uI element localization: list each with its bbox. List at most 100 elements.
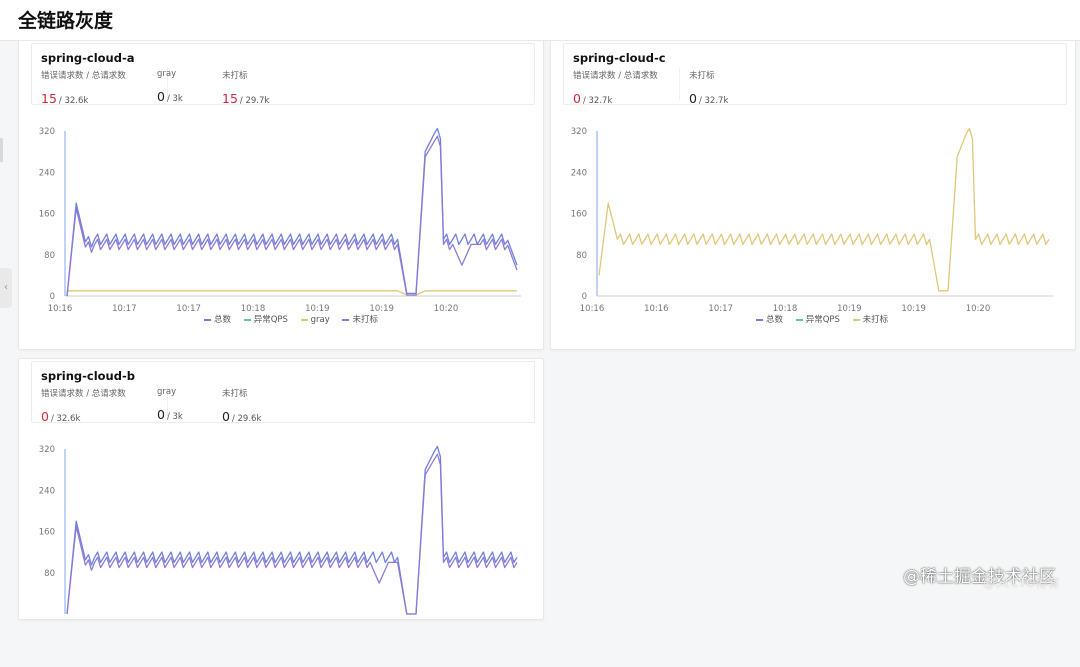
- service-card-spring-cloud-c: spring-cloud-c 错误请求数 / 总请求数 0/ 32.7k 未打标…: [550, 40, 1076, 350]
- y-tick-label: 160: [39, 528, 55, 538]
- stat-gray: gray 0/ 3k: [157, 387, 183, 423]
- legend-item-abnormal[interactable]: 异常QPS: [795, 315, 840, 325]
- stat-untagged: 未打标 15/ 29.7k: [222, 69, 269, 107]
- series-line: [66, 453, 518, 615]
- series-line: [67, 290, 517, 296]
- legend-item-total[interactable]: 总数: [204, 315, 231, 325]
- divider: [167, 386, 168, 418]
- stat-label: 未打标: [222, 71, 248, 81]
- x-tick-label: 10:20: [434, 304, 459, 314]
- stat-total: / 29.6k: [231, 414, 262, 424]
- side-marker: [0, 138, 3, 162]
- stat-value: 0: [157, 407, 165, 422]
- stat-label: 错误请求数 / 总请求数: [41, 389, 126, 399]
- service-name: spring-cloud-c: [573, 51, 666, 65]
- legend-item-untagged[interactable]: 未打标: [852, 315, 888, 325]
- stat-value: 15: [222, 91, 238, 106]
- stat-value: 15: [41, 91, 57, 106]
- stat-label: 错误请求数 / 总请求数: [41, 71, 126, 81]
- stat-total: / 32.7k: [582, 96, 613, 106]
- stat-value: 0: [222, 409, 230, 424]
- x-tick-label: 10:19: [305, 304, 330, 314]
- stat-label: 未打标: [222, 389, 248, 399]
- y-tick-label: 240: [39, 168, 55, 178]
- x-tick-label: 10:18: [773, 304, 798, 314]
- x-tick-label: 10:19: [901, 304, 926, 314]
- stat-errors: 错误请求数 / 总请求数 0/ 32.7k: [573, 69, 658, 107]
- x-tick-label: 10:19: [837, 304, 862, 314]
- series-line: [66, 445, 518, 615]
- y-tick-label: 240: [39, 486, 55, 496]
- page-title: 全链路灰度: [18, 10, 114, 32]
- stat-total: / 3k: [166, 94, 183, 104]
- service-name: spring-cloud-a: [41, 51, 135, 65]
- service-card-spring-cloud-a: spring-cloud-a 错误请求数 / 总请求数 15/ 32.6k gr…: [18, 40, 544, 350]
- y-tick-label: 80: [44, 251, 55, 261]
- traffic-chart[interactable]: 0 80 160 240 320 10:16 10:17 10:17 10:18 10:19 10:…: [19, 113, 543, 349]
- service-card-spring-cloud-b: spring-cloud-b 错误请求数 / 总请求数 0/ 32.6k gra…: [18, 358, 544, 620]
- stat-errors: 错误请求数 / 总请求数 0/ 32.6k: [41, 387, 126, 425]
- stat-untagged: 未打标 0/ 32.7k: [689, 69, 728, 107]
- watermark: @稀土掘金技术社区: [903, 567, 1056, 587]
- chart-legend: 总数 异常QPS gray 未打标: [204, 313, 388, 325]
- stat-value: 0: [573, 91, 581, 106]
- x-tick-label: 10:16: [48, 304, 73, 314]
- x-tick-label: 10:17: [708, 304, 733, 314]
- stats-panel: spring-cloud-a 错误请求数 / 总请求数 15/ 32.6k gr…: [31, 43, 535, 107]
- stat-total: / 3k: [166, 412, 183, 422]
- y-tick-label: 160: [571, 210, 587, 220]
- stat-value: 0: [689, 91, 697, 106]
- x-tick-label: 10:17: [176, 304, 201, 314]
- x-tick-label: 10:17: [112, 304, 137, 314]
- legend-item-gray[interactable]: gray: [300, 315, 330, 325]
- x-tick-label: 10:20: [966, 304, 991, 314]
- stat-value: 0: [157, 89, 165, 104]
- x-tick-label: 10:16: [580, 304, 605, 314]
- stat-label: gray: [157, 387, 177, 397]
- chevron-left-icon: ‹: [4, 282, 8, 293]
- collapse-sidebar-button[interactable]: ‹: [0, 268, 12, 308]
- watermark-secondary: @51CTO博客: [983, 576, 1060, 590]
- x-tick-label: 10:18: [241, 304, 266, 314]
- stats-panel: spring-cloud-c 错误请求数 / 总请求数 0/ 32.7k 未打标…: [563, 43, 1067, 107]
- traffic-chart[interactable]: 0 80 160 240 320 10:16 10:16 10:17 10:18 10:19 10:…: [551, 113, 1075, 349]
- top-bar: 全链路灰度: [0, 0, 1080, 41]
- series-line: [598, 127, 1050, 292]
- series-line: [66, 127, 518, 297]
- divider: [679, 68, 680, 100]
- stat-total: / 32.6k: [58, 96, 89, 106]
- stat-label: 错误请求数 / 总请求数: [573, 71, 658, 81]
- stat-gray: gray 0/ 3k: [157, 69, 183, 105]
- stats-panel: spring-cloud-b 错误请求数 / 总请求数 0/ 32.6k gra…: [31, 361, 535, 425]
- y-tick-label: 240: [571, 168, 587, 178]
- chart-svg: 80 160 240 320: [39, 445, 518, 615]
- stat-errors: 错误请求数 / 总请求数 15/ 32.6k: [41, 69, 126, 107]
- y-tick-label: 0: [582, 292, 587, 302]
- y-tick-label: 80: [44, 569, 55, 579]
- chart-svg: 0 80 160 240 320 10:16 10:17 10:17 10:18 10:19 10:…: [39, 127, 521, 314]
- y-tick-label: 80: [576, 251, 587, 261]
- stat-total: / 32.7k: [698, 96, 729, 106]
- chart-legend: 总数 异常QPS 未打标: [756, 313, 898, 325]
- series-line: [66, 135, 518, 297]
- legend-item-abnormal[interactable]: 异常QPS: [243, 315, 288, 325]
- stat-label: 未打标: [689, 71, 715, 81]
- stat-total: / 32.6k: [50, 414, 81, 424]
- divider: [167, 68, 168, 100]
- chart-svg: 0 80 160 240 320 10:16 10:16 10:17 10:18 10:19 10:…: [571, 127, 1053, 314]
- stat-value: 0: [41, 409, 49, 424]
- y-tick-label: 160: [39, 210, 55, 220]
- y-tick-label: 0: [50, 292, 55, 302]
- stat-untagged: 未打标 0/ 29.6k: [222, 387, 261, 425]
- x-tick-label: 10:19: [369, 304, 394, 314]
- legend-item-total[interactable]: 总数: [756, 315, 783, 325]
- stat-label: gray: [157, 69, 177, 79]
- legend-item-untagged[interactable]: 未打标: [342, 315, 378, 325]
- x-tick-label: 10:16: [644, 304, 669, 314]
- y-tick-label: 320: [39, 127, 55, 137]
- service-name: spring-cloud-b: [41, 369, 135, 383]
- y-tick-label: 320: [571, 127, 587, 137]
- traffic-chart[interactable]: 80 160 240 320: [19, 431, 543, 667]
- y-tick-label: 320: [39, 445, 55, 455]
- stat-total: / 29.7k: [239, 96, 270, 106]
